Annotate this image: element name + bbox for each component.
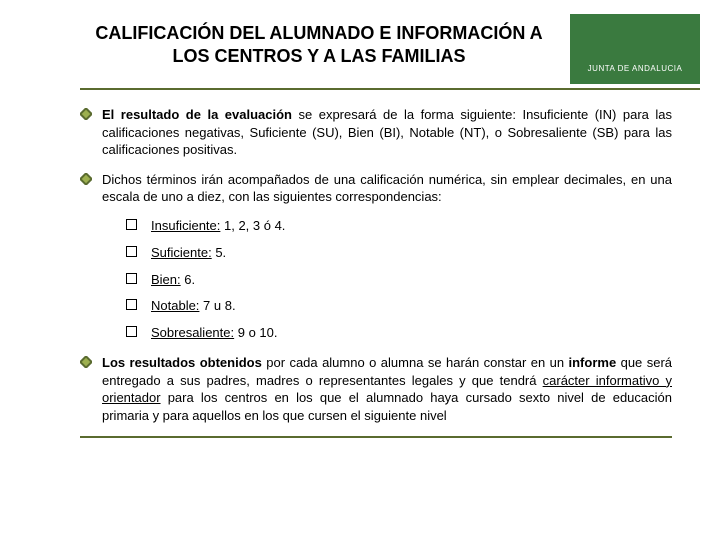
checkbox-icon bbox=[126, 246, 137, 257]
bullet-icon bbox=[80, 173, 92, 185]
grade-text: Sobresaliente: 9 o 10. bbox=[151, 325, 278, 342]
grade-values: 5. bbox=[212, 245, 226, 260]
arc-icon bbox=[10, 423, 50, 463]
arc-icon bbox=[10, 250, 50, 290]
grade-label: Notable: bbox=[151, 298, 199, 313]
arc-icon bbox=[10, 192, 50, 232]
list-item-text: Dichos términos irán acompañados de una … bbox=[102, 171, 672, 206]
list-item: El resultado de la evaluación se expresa… bbox=[80, 106, 700, 159]
grade-item: Sobresaliente: 9 o 10. bbox=[126, 325, 700, 342]
grade-text: Suficiente: 5. bbox=[151, 245, 226, 262]
grade-text: Bien: 6. bbox=[151, 272, 195, 289]
grade-values: 9 o 10. bbox=[234, 325, 277, 340]
grade-label: Suficiente: bbox=[151, 245, 212, 260]
junta-logo: JUNTA DE ANDALUCIA bbox=[570, 14, 700, 84]
grade-values: 6. bbox=[181, 272, 195, 287]
page-title: CALIFICACIÓN DEL ALUMNADO E INFORMACIÓN … bbox=[80, 14, 558, 77]
grade-item: Suficiente: 5. bbox=[126, 245, 700, 262]
arc-icon bbox=[10, 19, 50, 59]
checkbox-icon bbox=[126, 299, 137, 310]
grade-item: Insuficiente: 1, 2, 3 ó 4. bbox=[126, 218, 700, 235]
checkbox-icon bbox=[126, 219, 137, 230]
slide-content: CALIFICACIÓN DEL ALUMNADO E INFORMACIÓN … bbox=[80, 14, 700, 438]
grade-values: 7 u 8. bbox=[199, 298, 235, 313]
grade-text: Notable: 7 u 8. bbox=[151, 298, 236, 315]
list-item-text: El resultado de la evaluación se expresa… bbox=[102, 106, 672, 159]
arc-icon bbox=[10, 77, 50, 117]
grade-item: Bien: 6. bbox=[126, 272, 700, 289]
arc-icon bbox=[10, 365, 50, 405]
list-item: Los resultados obtenidos por cada alumno… bbox=[80, 354, 700, 424]
bold-text: Los resultados obtenidos bbox=[102, 355, 262, 370]
list-item-text: Los resultados obtenidos por cada alumno… bbox=[102, 354, 672, 424]
grade-label: Sobresaliente: bbox=[151, 325, 234, 340]
text: por cada alumno o alumna se harán consta… bbox=[262, 355, 569, 370]
arc-icon bbox=[10, 481, 50, 521]
decorative-left-pattern bbox=[0, 0, 60, 540]
checkbox-icon bbox=[126, 326, 137, 337]
text: para los centros en los que el alumnado … bbox=[102, 390, 672, 423]
arc-icon bbox=[10, 308, 50, 348]
list-item: Dichos términos irán acompañados de una … bbox=[80, 171, 700, 206]
bullet-icon bbox=[80, 108, 92, 120]
logo-label: JUNTA DE ANDALUCIA bbox=[588, 64, 683, 73]
grade-text: Insuficiente: 1, 2, 3 ó 4. bbox=[151, 218, 285, 235]
bold-text: informe bbox=[569, 355, 617, 370]
body: El resultado de la evaluación se expresa… bbox=[80, 90, 700, 438]
arc-icon bbox=[10, 134, 50, 174]
bold-text: El resultado de la evaluación bbox=[102, 107, 292, 122]
bullet-icon bbox=[80, 356, 92, 368]
checkbox-icon bbox=[126, 273, 137, 284]
grade-label: Bien: bbox=[151, 272, 181, 287]
arc-icon bbox=[617, 26, 653, 62]
header: CALIFICACIÓN DEL ALUMNADO E INFORMACIÓN … bbox=[80, 14, 700, 90]
grade-label: Insuficiente: bbox=[151, 218, 220, 233]
grade-values: 1, 2, 3 ó 4. bbox=[220, 218, 285, 233]
sub-list: Insuficiente: 1, 2, 3 ó 4. Suficiente: 5… bbox=[80, 218, 700, 342]
footer-rule bbox=[80, 436, 672, 438]
grade-item: Notable: 7 u 8. bbox=[126, 298, 700, 315]
